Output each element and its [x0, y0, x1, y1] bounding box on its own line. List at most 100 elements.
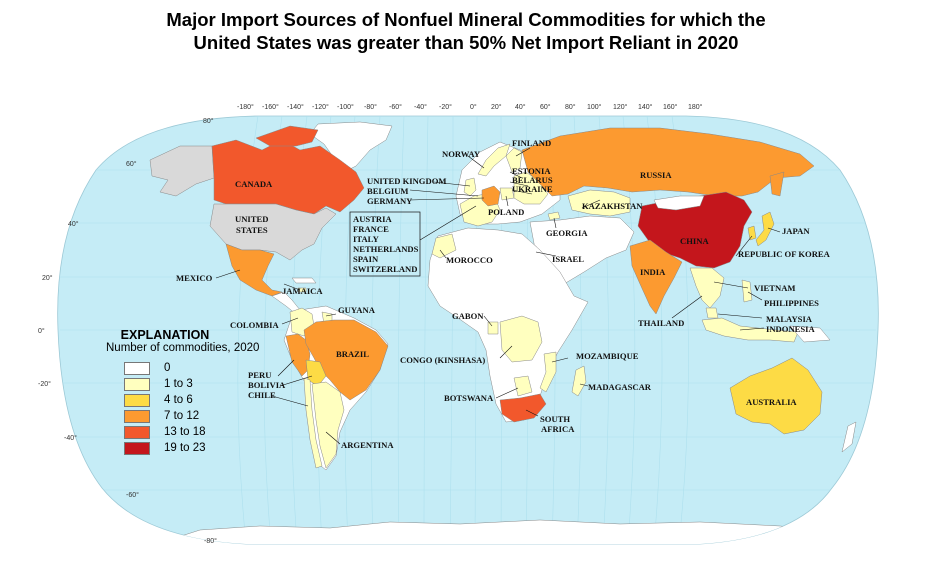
map-title: Major Import Sources of Nonfuel Mineral …: [0, 8, 932, 54]
label-peru: PERU: [248, 370, 271, 380]
morocco-shape: [431, 233, 457, 259]
label-japan: JAPAN: [782, 226, 810, 236]
label-israel: ISRAEL: [552, 254, 584, 264]
congo-kinshasa-shape: [499, 315, 543, 363]
indonesia-shape: [701, 317, 799, 343]
lon-tick: 140°: [638, 103, 653, 111]
legend-label: 1 to 3: [164, 378, 193, 390]
label-china: CHINA: [680, 236, 709, 246]
lon-tick: -40°: [414, 103, 427, 111]
label-mozambique: MOZAMBIQUE: [576, 351, 639, 361]
legend-row: 1 to 3: [124, 376, 266, 392]
lon-tick: -60°: [389, 103, 402, 111]
alaska: [149, 145, 215, 197]
legend: EXPLANATION Number of commodities, 2020 …: [106, 328, 266, 456]
chile-shape: [303, 377, 323, 469]
finland-shape: [505, 147, 523, 173]
caribbean: [291, 277, 317, 284]
lon-tick: -160°: [262, 103, 279, 111]
russia-kamchatka: [769, 171, 785, 197]
jamaica-shape: [297, 287, 307, 293]
label-indonesia: INDONESIA: [766, 324, 816, 334]
mainland-se-asia: [689, 267, 725, 309]
longitude-ticks: -180° -160° -140° -120° -100° -80° -60° …: [237, 103, 703, 111]
label-belarus: BELARUS: [512, 175, 553, 185]
label-mexico: MEXICO: [176, 273, 213, 283]
philippines-shape: [741, 279, 753, 303]
lon-tick: 60°: [540, 103, 551, 111]
lon-tick: -140°: [287, 103, 304, 111]
label-guyana: GUYANA: [338, 305, 376, 315]
baltic-belarus-ukraine-shape: [513, 171, 549, 205]
legend-row: 7 to 12: [124, 408, 266, 424]
lat-tick: 20°: [42, 274, 53, 282]
label-netherlands: NETHERLANDS: [353, 244, 419, 254]
label-botswana: BOTSWANA: [444, 393, 494, 403]
lon-tick: 100°: [587, 103, 602, 111]
mongolia: [653, 195, 705, 211]
label-south-africa-2: AFRICA: [541, 424, 575, 434]
label-argentina: ARGENTINA: [341, 440, 394, 450]
gabon-shape: [487, 321, 499, 335]
label-south-africa-1: SOUTH: [540, 414, 570, 424]
label-united-kingdom: UNITED KINGDOM: [367, 176, 447, 186]
korea-shape: [747, 225, 757, 241]
legend-swatch: [124, 377, 150, 391]
legend-swatch: [124, 361, 150, 375]
lon-tick: -100°: [337, 103, 354, 111]
legend-row: 13 to 18: [124, 424, 266, 440]
label-georgia: GEORGIA: [546, 228, 588, 238]
malaysia-shape: [705, 307, 719, 319]
label-france: FRANCE: [353, 224, 389, 234]
south-africa-shape: [499, 393, 547, 423]
label-spain: SPAIN: [353, 254, 379, 264]
legend-label: 0: [164, 362, 171, 374]
label-gabon: GABON: [452, 311, 484, 321]
legend-title: EXPLANATION: [120, 328, 210, 342]
antarctica: [149, 519, 831, 544]
botswana-shape: [513, 375, 533, 397]
lon-tick: -120°: [312, 103, 329, 111]
lat-tick: -20°: [38, 380, 51, 388]
title-line-2: United States was greater than 50% Net I…: [193, 32, 739, 53]
label-brazil: BRAZIL: [336, 349, 369, 359]
label-italy: ITALY: [353, 234, 380, 244]
europe-box: [349, 211, 421, 277]
lon-tick: 120°: [613, 103, 628, 111]
label-united-states-1: UNITED: [235, 214, 268, 224]
label-switzerland: SWITZERLAND: [353, 264, 417, 274]
lon-tick: -20°: [439, 103, 452, 111]
label-jamaica: JAMAICA: [282, 286, 323, 296]
lon-tick: 80°: [565, 103, 576, 111]
lat-tick: 80°: [203, 117, 214, 125]
label-malaysia: MALAYSIA: [766, 314, 813, 324]
label-congo-kinshasa: CONGO (KINSHASA): [400, 355, 485, 365]
greenland: [309, 121, 393, 173]
label-russia: RUSSIA: [640, 170, 672, 180]
legend-label: 19 to 23: [164, 442, 206, 454]
lat-tick: -60°: [126, 491, 139, 499]
label-kazakhstan: KAZAKHSTAN: [582, 201, 643, 211]
label-colombia: COLOMBIA: [230, 320, 279, 330]
label-united-states-2: STATES: [236, 225, 268, 235]
lon-tick: 40°: [515, 103, 526, 111]
australia-shape: [729, 357, 823, 435]
latitude-ticks: 80° 60° 40° 20° 0° -20° -40° -60° -80°: [38, 117, 217, 545]
label-poland: POLAND: [488, 207, 524, 217]
new-guinea: [789, 325, 831, 343]
germany-shape: [481, 185, 501, 207]
title-line-1: Major Import Sources of Nonfuel Mineral …: [166, 9, 766, 30]
label-norway: NORWAY: [442, 149, 481, 159]
argentina-shape: [311, 381, 345, 469]
label-india: INDIA: [640, 267, 666, 277]
legend-swatch: [124, 409, 150, 423]
lat-tick: -80°: [204, 537, 217, 545]
label-austria: AUSTRIA: [353, 214, 392, 224]
legend-subtitle: Number of commodities, 2020: [106, 342, 260, 354]
label-bolivia: BOLIVIA: [248, 380, 286, 390]
lat-tick: 40°: [68, 220, 79, 228]
japan-shape: [755, 211, 775, 247]
legend-swatch: [124, 441, 150, 455]
label-morocco: MOROCCO: [446, 255, 493, 265]
legend-label: 7 to 12: [164, 410, 200, 422]
